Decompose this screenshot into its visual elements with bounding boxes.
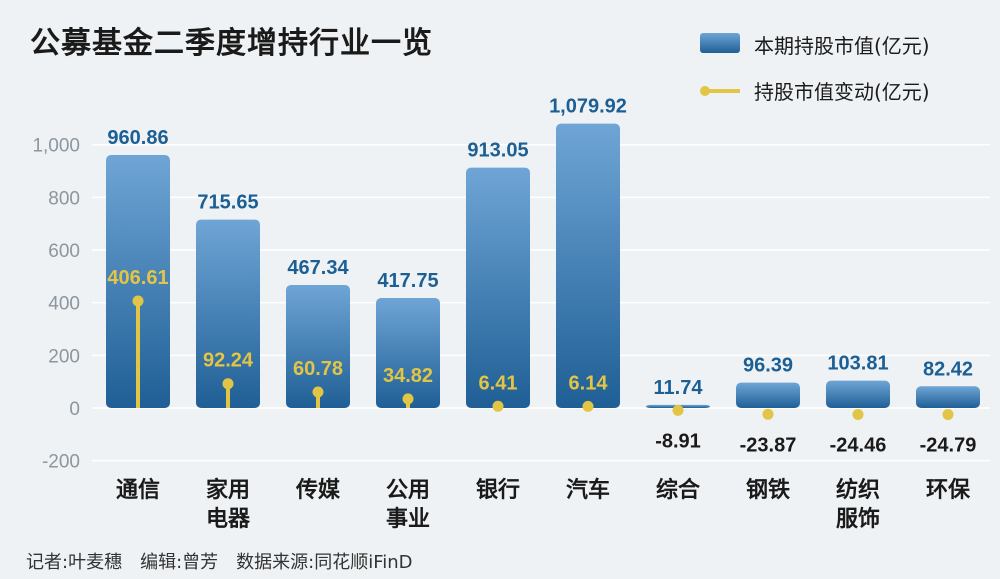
change-point <box>852 408 864 420</box>
change-value-label: -23.87 <box>740 434 797 456</box>
source-credit: 数据来源:同花顺iFinD <box>236 552 413 573</box>
data-labels: 960.86 406.61 715.65 92.24 467.34 60.78 417.75… <box>107 96 976 457</box>
y-tick-label: 200 <box>48 346 80 367</box>
chart-title: 公募基金二季度增持行业一览 <box>30 26 433 61</box>
bar-value-label: 467.34 <box>287 257 349 279</box>
bar-series <box>106 123 980 408</box>
category-label: 纺织 <box>836 477 880 503</box>
category-label: 综合 <box>656 477 701 503</box>
change-value-label: -8.91 <box>655 430 701 452</box>
bar-value-label: 715.65 <box>197 192 258 214</box>
change-value-label: 6.14 <box>569 372 609 394</box>
y-tick-label: 400 <box>48 294 80 315</box>
change-point <box>672 404 684 416</box>
bar-value-label: 913.05 <box>467 140 528 162</box>
change-value-label: 60.78 <box>293 358 343 380</box>
bar <box>196 219 260 408</box>
bar-value-label: 1,079.92 <box>549 96 627 118</box>
legend-lollipop-swatch <box>700 86 740 96</box>
y-tick-label: 800 <box>48 188 80 209</box>
bar <box>106 155 170 408</box>
y-tick-label: -200 <box>42 452 80 473</box>
bar-value-label: 11.74 <box>654 377 704 399</box>
footer-credits: 记者:叶麦穗 编辑:曾芳 数据来源:同花顺iFinD <box>26 548 413 574</box>
category-label: 汽车 <box>566 477 610 503</box>
bar-value-label: 960.86 <box>107 127 168 149</box>
bar-value-label: 417.75 <box>377 270 438 292</box>
bar <box>286 284 350 408</box>
category-label: 传媒 <box>295 477 341 503</box>
category-label: 家用 <box>206 477 250 503</box>
bar-value-label: 96.39 <box>743 355 793 377</box>
change-point <box>762 408 774 420</box>
change-series <box>132 295 954 421</box>
legend-label-holding-change: 持股市值变动(亿元) <box>754 80 930 104</box>
change-point <box>942 409 954 421</box>
category-label: 服饰 <box>836 506 880 532</box>
change-value-label: 6.41 <box>479 372 518 394</box>
legend-bar-swatch <box>700 33 740 53</box>
change-point <box>582 400 594 412</box>
category-label: 电器 <box>206 507 251 532</box>
bar-value-label: 82.42 <box>923 358 973 380</box>
category-label: 钢铁 <box>746 477 790 503</box>
bar <box>556 123 620 408</box>
bar <box>376 298 440 408</box>
y-tick-label: 0 <box>69 399 80 420</box>
bar-value-label: 103.81 <box>827 353 888 375</box>
bar <box>736 382 800 408</box>
legend-label-holding-value: 本期持股市值(亿元) <box>754 34 930 58</box>
category-label: 银行 <box>476 477 520 503</box>
bar <box>466 167 530 408</box>
bar <box>916 386 980 408</box>
change-point <box>222 378 234 390</box>
change-point <box>402 393 414 405</box>
category-label: 事业 <box>386 506 430 532</box>
change-point <box>492 400 504 412</box>
change-value-label: 34.82 <box>383 365 433 387</box>
change-point <box>312 386 324 398</box>
category-label: 环保 <box>926 478 971 503</box>
change-value-label: 406.61 <box>107 267 168 289</box>
bar <box>826 380 890 408</box>
y-tick-label: 600 <box>48 241 80 262</box>
reporter-credit: 记者:叶麦穗 <box>26 552 123 573</box>
y-axis-ticks: 1,000 800 600 400 200 0 -200 <box>32 136 80 473</box>
editor-credit: 编辑:曾芳 <box>140 552 219 573</box>
change-value-label: 92.24 <box>203 350 254 372</box>
y-tick-label: 1,000 <box>32 136 80 157</box>
change-value-label: -24.79 <box>920 435 977 457</box>
category-label: 公用 <box>386 478 430 503</box>
category-label: 通信 <box>116 477 160 503</box>
change-point <box>132 295 144 307</box>
change-value-label: -24.46 <box>830 434 887 456</box>
